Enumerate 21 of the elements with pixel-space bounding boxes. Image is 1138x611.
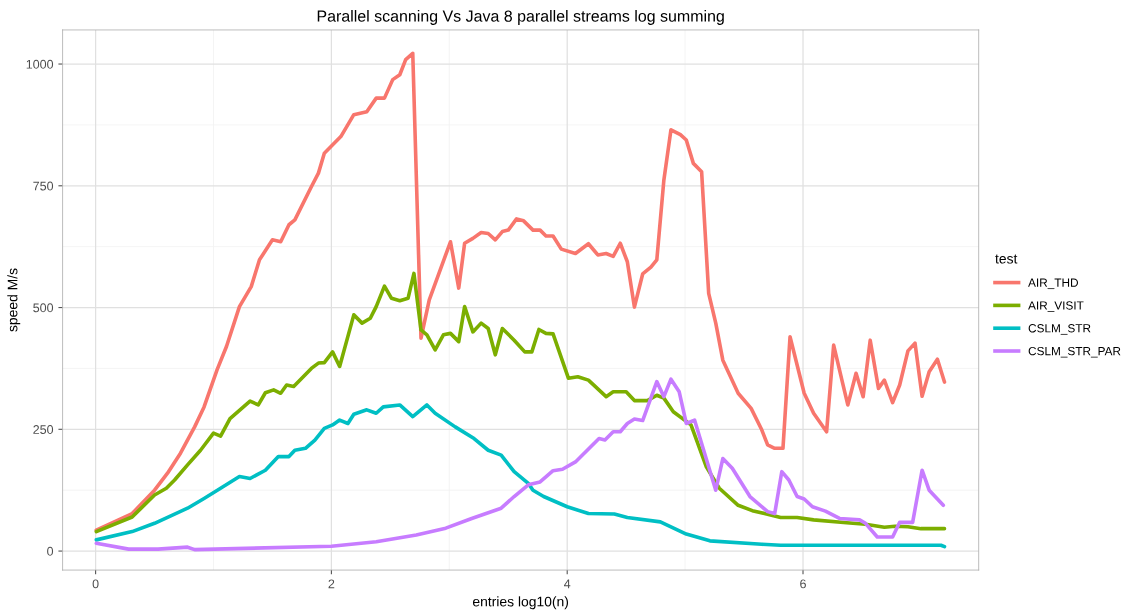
line-series [94, 403, 947, 549]
legend-label: CSLM_STR_PAR [1028, 346, 1121, 358]
y-tick-label: 0 [47, 546, 54, 556]
chart-title: Parallel scanning Vs Java 8 parallel streams log summing [317, 10, 724, 25]
legend-label: AIR_VISIT [1028, 301, 1084, 312]
x-tick-label: 0 [92, 579, 99, 589]
x-tick-label: 4 [564, 579, 571, 589]
y-tick-label: 250 [33, 425, 54, 434]
legend-title: test [995, 254, 1018, 264]
x-axis-title: entries log10(n) [472, 596, 569, 610]
y-tick-label: 1000 [26, 59, 54, 69]
legend-label: CSLM_STR [1028, 324, 1091, 335]
y-tick-label: 500 [33, 303, 54, 313]
line-series [94, 271, 947, 534]
line-series [94, 377, 946, 552]
line-series [94, 51, 947, 532]
y-tick-label: 750 [33, 181, 54, 191]
y-axis-title: speed M/s [7, 268, 21, 332]
x-tick-label: 2 [328, 579, 335, 589]
legend-label: AIR_THD [1028, 278, 1078, 290]
x-tick-label: 6 [800, 579, 806, 589]
